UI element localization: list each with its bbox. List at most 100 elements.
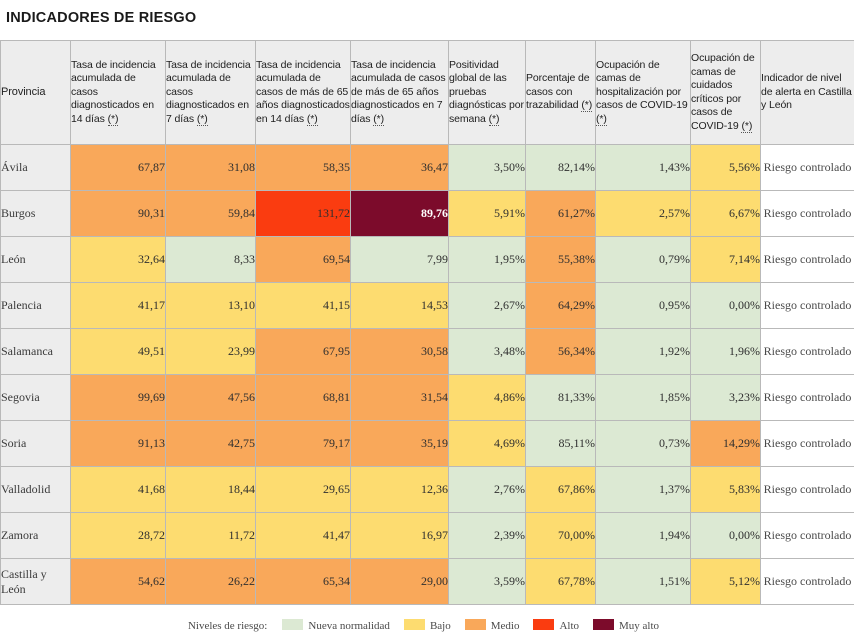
alert-level-cell: Riesgo controlado <box>760 420 854 467</box>
metric-cell: 4,69% <box>448 420 526 467</box>
legend-item-muy-alto: Muy alto <box>593 619 659 632</box>
metric-cell: 2,67% <box>448 282 526 329</box>
province-name-cell: Ávila <box>0 144 71 191</box>
metric-cell: 89,76 <box>350 190 449 237</box>
metric-cell: 0,79% <box>595 236 691 283</box>
risk-legend: Niveles de riesgo: Nueva normalidad Bajo Me… <box>0 619 854 632</box>
alert-level-cell: Riesgo controlado <box>760 328 854 375</box>
metric-cell: 11,72 <box>165 512 256 559</box>
alert-level-cell: Riesgo controlado <box>760 144 854 191</box>
metric-cell: 31,54 <box>350 374 449 421</box>
column-header-ia14: Tasa de incidencia acumulada de casos di… <box>70 40 166 145</box>
header-row: Provincia Tasa de incidencia acumulada de… <box>0 40 854 145</box>
metric-cell: 81,33% <box>525 374 596 421</box>
column-header-label: Ocupación de camas de hospitalización po… <box>596 58 688 112</box>
province-name-cell: Palencia <box>0 282 71 329</box>
column-header-label: Tasa de incidencia acumulada de casos di… <box>71 58 156 125</box>
metric-cell: 3,23% <box>690 374 761 421</box>
column-header-positividad: Positividad global de las pruebas diagnó… <box>448 40 526 145</box>
province-name-cell: Valladolid <box>0 466 71 513</box>
legend-item-nueva-normalidad: Nueva normalidad <box>282 619 390 632</box>
metric-cell: 67,86% <box>525 466 596 513</box>
table-row: Valladolid 41,68 18,44 29,65 12,36 2,76% 67,86… <box>0 466 854 513</box>
province-name-cell: León <box>0 236 71 283</box>
column-header-label: Tasa de incidencia acumulada de casos de… <box>351 58 446 125</box>
alert-level-cell: Riesgo controlado <box>760 190 854 237</box>
metric-cell: 67,87 <box>70 144 166 191</box>
metric-cell: 55,38% <box>525 236 596 283</box>
column-header-label: Positividad global de las pruebas diagnó… <box>449 58 524 125</box>
column-header-alerta: Indicador de nivel de alerta en Castilla… <box>760 40 854 145</box>
table-row: Soria 91,13 42,75 79,17 35,19 4,69% 85,11% 0,73… <box>0 420 854 467</box>
legend-item-label: Medio <box>490 620 520 632</box>
footnote-marker[interactable]: (*) <box>488 112 500 126</box>
metric-cell: 4,86% <box>448 374 526 421</box>
legend-item-bajo: Bajo <box>403 619 451 632</box>
metric-cell: 131,72 <box>255 190 351 237</box>
metric-cell: 85,11% <box>525 420 596 467</box>
metric-cell: 3,59% <box>448 558 526 605</box>
footnote-marker[interactable]: (*) <box>373 112 385 126</box>
legend-swatch-icon <box>282 619 304 630</box>
footnote-marker[interactable]: (*) <box>596 112 607 126</box>
metric-cell: 5,83% <box>690 466 761 513</box>
legend-item-label: Nueva normalidad <box>308 620 390 632</box>
metric-cell: 1,43% <box>595 144 691 191</box>
metric-cell: 58,35 <box>255 144 351 191</box>
metric-cell: 1,92% <box>595 328 691 375</box>
metric-cell: 30,58 <box>350 328 449 375</box>
metric-cell: 91,13 <box>70 420 166 467</box>
province-name-cell: Zamora <box>0 512 71 559</box>
column-header-ia7_65: Tasa de incidencia acumulada de casos de… <box>350 40 449 145</box>
legend-item-label: Muy alto <box>619 620 660 632</box>
metric-cell: 65,34 <box>255 558 351 605</box>
table-row: Castilla y León 54,62 26,22 65,34 29,00 3,59%… <box>0 558 854 605</box>
alert-level-cell: Riesgo controlado <box>760 282 854 329</box>
metric-cell: 3,48% <box>448 328 526 375</box>
footnote-marker[interactable]: (*) <box>196 112 208 126</box>
metric-cell: 18,44 <box>165 466 256 513</box>
metric-cell: 1,85% <box>595 374 691 421</box>
column-header-ia14_65: Tasa de incidencia acumulada de casos de… <box>255 40 351 145</box>
metric-cell: 31,08 <box>165 144 256 191</box>
footnote-marker[interactable]: (*) <box>107 112 119 126</box>
table-row: Burgos 90,31 59,84 131,72 89,76 5,91% 61,27% 2,… <box>0 190 854 237</box>
legend-swatch-icon <box>403 619 425 630</box>
metric-cell: 0,00% <box>690 512 761 559</box>
metric-cell: 6,67% <box>690 190 761 237</box>
metric-cell: 54,62 <box>70 558 166 605</box>
metric-cell: 1,37% <box>595 466 691 513</box>
legend-item-alto: Alto <box>533 619 579 632</box>
alert-level-cell: Riesgo controlado <box>760 374 854 421</box>
metric-cell: 0,00% <box>690 282 761 329</box>
footnote-marker[interactable]: (*) <box>306 112 318 126</box>
metric-cell: 2,76% <box>448 466 526 513</box>
column-header-label: Porcentaje de casos con trazabilidad <box>526 72 590 112</box>
alert-level-cell: Riesgo controlado <box>760 466 854 513</box>
metric-cell: 41,68 <box>70 466 166 513</box>
metric-cell: 7,99 <box>350 236 449 283</box>
metric-cell: 5,12% <box>690 558 761 605</box>
risk-indicators-table: Provincia Tasa de incidencia acumulada de… <box>0 40 854 605</box>
column-header-label: Tasa de incidencia acumulada de casos de… <box>256 58 350 125</box>
metric-cell: 67,95 <box>255 328 351 375</box>
table-body: Ávila 67,87 31,08 58,35 36,47 3,50% 82,14% 1,43… <box>0 144 854 605</box>
metric-cell: 42,75 <box>165 420 256 467</box>
metric-cell: 26,22 <box>165 558 256 605</box>
table-row: León 32,64 8,33 69,54 7,99 1,95% 55,38% 0,79% 7,… <box>0 236 854 283</box>
metric-cell: 2,39% <box>448 512 526 559</box>
metric-cell: 32,64 <box>70 236 166 283</box>
footnote-marker[interactable]: (*) <box>581 99 593 113</box>
metric-cell: 23,99 <box>165 328 256 375</box>
column-header-label: Tasa de incidencia acumulada de casos di… <box>166 58 251 125</box>
metric-cell: 41,17 <box>70 282 166 329</box>
legend-swatch-icon <box>533 619 555 630</box>
legend-swatch-icon <box>464 619 486 630</box>
metric-cell: 82,14% <box>525 144 596 191</box>
table-row: Ávila 67,87 31,08 58,35 36,47 3,50% 82,14% 1,43… <box>0 144 854 191</box>
metric-cell: 29,00 <box>350 558 449 605</box>
table-header: Provincia Tasa de incidencia acumulada de… <box>0 40 854 145</box>
metric-cell: 90,31 <box>70 190 166 237</box>
footnote-marker[interactable]: (*) <box>741 119 753 133</box>
metric-cell: 1,95% <box>448 236 526 283</box>
